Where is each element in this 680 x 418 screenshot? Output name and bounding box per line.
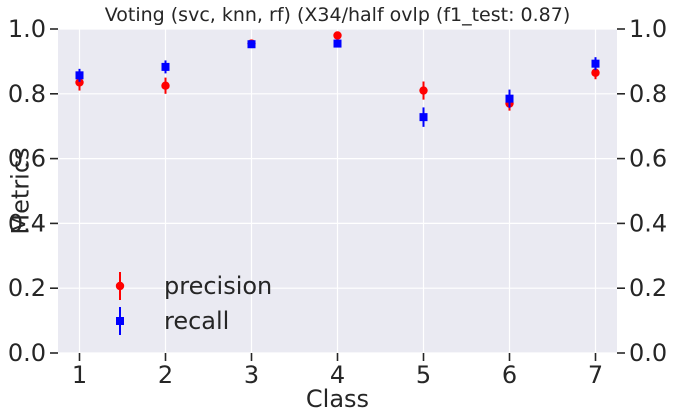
- data-series: [75, 31, 600, 127]
- recall-point: [419, 113, 428, 122]
- y-tick-label-left: 0.6: [8, 145, 46, 173]
- x-tick-label: 2: [158, 361, 173, 389]
- y-tick-label-right: 0.8: [629, 80, 667, 108]
- y-tick-label-left: 0.8: [8, 80, 46, 108]
- x-tick-label: 4: [330, 361, 345, 389]
- y-tick-label-left: 0.0: [8, 339, 46, 367]
- y-tick-label-right: 0.4: [629, 209, 667, 237]
- x-tick-label: 1: [72, 361, 87, 389]
- series-recall: [75, 39, 600, 127]
- y-tick-label-right: 1.0: [629, 15, 667, 43]
- x-tick-label: 7: [588, 361, 603, 389]
- y-tick-label-left: 1.0: [8, 15, 46, 43]
- recall-point: [161, 62, 170, 71]
- y-tick-label-left: 0.2: [8, 274, 46, 302]
- recall-point: [591, 59, 600, 68]
- legend-entry-precision: precision: [115, 272, 272, 300]
- precision-point: [161, 81, 170, 90]
- legend-marker: [116, 317, 124, 325]
- axes: 0.0 0.0 0.2 0.2 0.4 0.4 0.6 0.6 0.8 0.8 1.0 1.0 1 2 3 4…: [8, 15, 667, 389]
- legend: precision recall: [115, 272, 272, 335]
- chart-title: Voting (svc, knn, rf) (X34/half ovlp (f1…: [105, 4, 571, 26]
- recall-point: [505, 94, 514, 103]
- series-precision: [75, 31, 600, 111]
- precision-point: [75, 78, 84, 87]
- y-tick-label-right: 0.0: [629, 339, 667, 367]
- x-tick-label: 6: [502, 361, 517, 389]
- legend-entry-recall: recall: [116, 307, 229, 335]
- precision-point: [333, 31, 342, 40]
- legend-label: precision: [164, 272, 272, 300]
- x-axis-title: Class: [306, 385, 369, 413]
- y-tick-label-right: 0.2: [629, 274, 667, 302]
- legend-marker: [115, 281, 125, 291]
- x-tick-label: 3: [244, 361, 259, 389]
- legend-label: recall: [164, 307, 229, 335]
- y-tick-label-right: 0.6: [629, 145, 667, 173]
- recall-point: [333, 39, 342, 48]
- x-tick-label: 5: [416, 361, 431, 389]
- recall-point: [75, 71, 84, 80]
- precision-point: [419, 86, 428, 95]
- recall-point: [247, 40, 256, 49]
- y-axis-title: Metrics: [6, 147, 34, 234]
- precision-point: [591, 68, 600, 77]
- y-tick-label-left: 0.4: [8, 209, 46, 237]
